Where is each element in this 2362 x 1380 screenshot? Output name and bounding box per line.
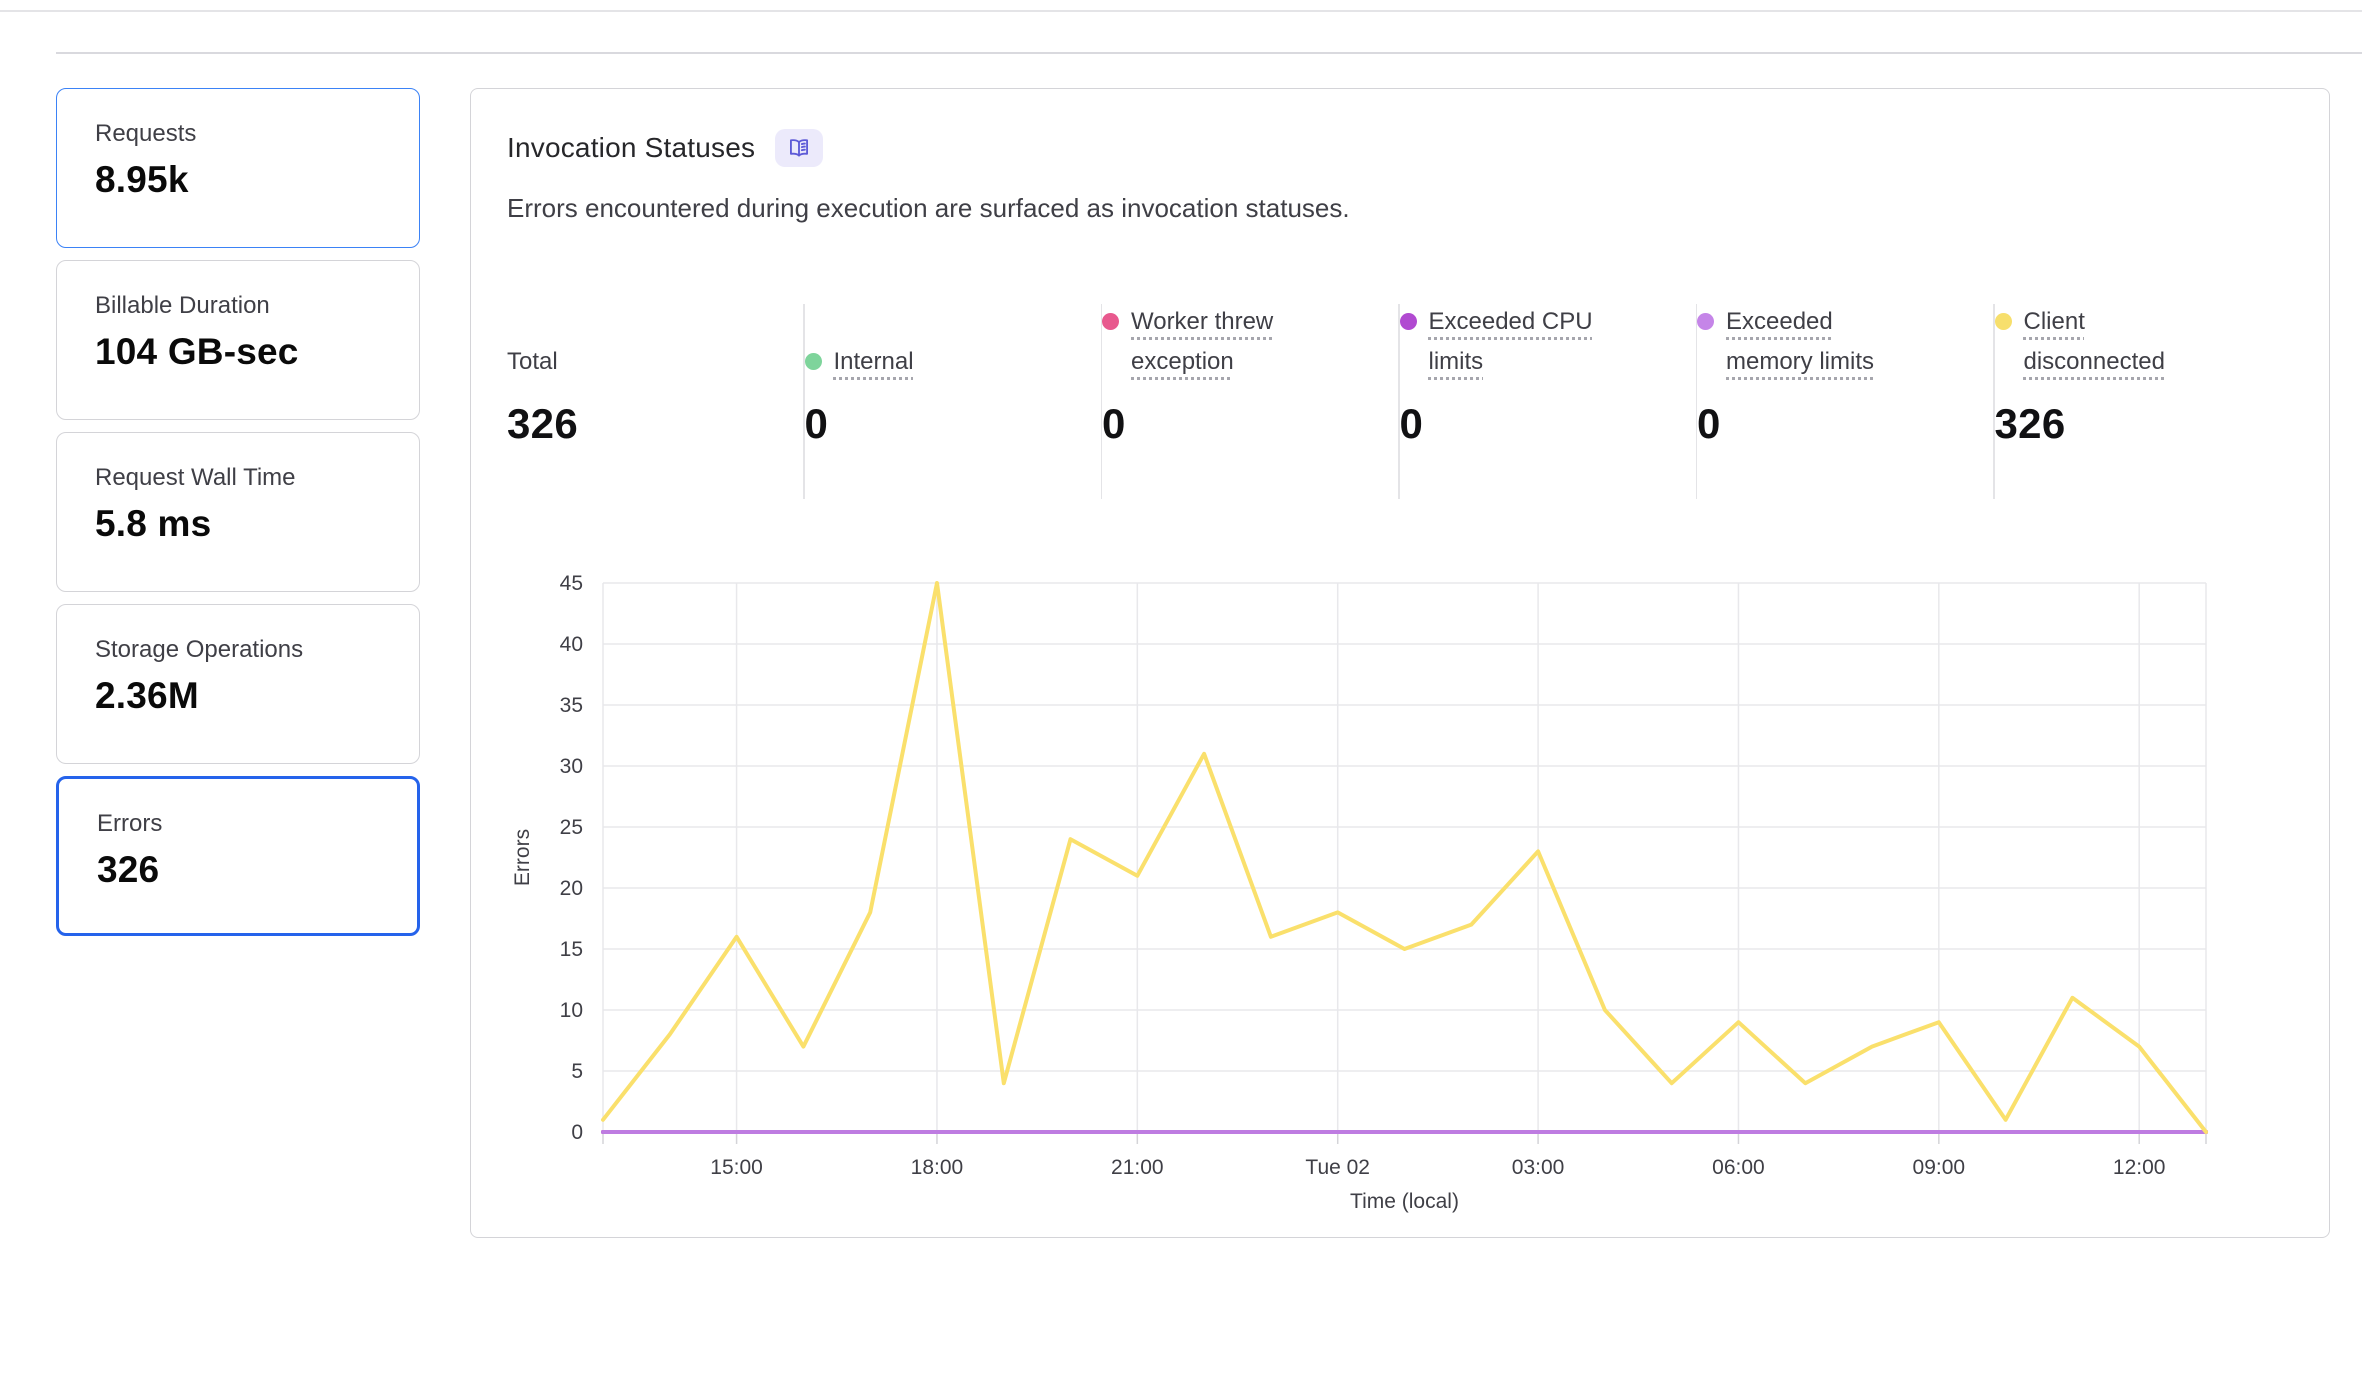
y-tick-label: 35 [560, 694, 583, 717]
y-tick-label: 0 [571, 1121, 583, 1144]
open-book-icon [787, 136, 811, 160]
x-tick-label: 03:00 [1512, 1156, 1565, 1179]
stat-value: 326 [1994, 400, 2066, 447]
metric-card-label: Billable Duration [95, 292, 270, 319]
stat-value: 0 [1102, 400, 1126, 447]
y-tick-label: 15 [560, 938, 583, 961]
stat-exceeded-cpu-limits: Exceeded CPU limits 0 [1399, 294, 1696, 499]
x-tick-label: 15:00 [710, 1156, 763, 1179]
stat-divider [1100, 304, 1102, 499]
panel-subtitle: Errors encountered during execution are … [507, 193, 1350, 223]
y-tick-label: 40 [560, 633, 583, 656]
y-tick-label: 10 [560, 999, 583, 1022]
stat-divider [1993, 304, 1995, 499]
metric-card-value: 8.95k [95, 159, 189, 200]
metric-card-value: 2.36M [95, 675, 199, 716]
x-tick-label: 18:00 [911, 1156, 964, 1179]
y-tick-label: 20 [560, 877, 583, 900]
metric-cards: Requests 8.95k Billable Duration 104 GB-sec… [56, 88, 420, 948]
metric-card-value: 326 [97, 849, 160, 890]
series-line-client-disconnected [601, 581, 2208, 1134]
x-tick-label: 12:00 [2113, 1156, 2166, 1179]
x-axis-title: Time (local) [1350, 1190, 1459, 1213]
x-tick-label: Tue 02 [1305, 1156, 1370, 1179]
stat-value: 0 [804, 400, 829, 447]
metric-card-value: 104 GB-sec [95, 331, 299, 372]
series-color-dot [1102, 313, 1119, 330]
metric-card-value: 5.8 ms [95, 503, 212, 544]
top-divider [0, 10, 2362, 12]
metric-card-requests[interactable]: Requests 8.95k [56, 88, 420, 248]
stat-worker-threw-exception: Worker threw exception 0 [1102, 294, 1398, 499]
panel-header: Invocation Statuses [507, 129, 824, 167]
stat-total: Total 326 [507, 294, 803, 499]
metric-card-label: Request Wall Time [95, 464, 296, 491]
stat-client-disconnected: Client disconnected 326 [1994, 294, 2291, 499]
series-color-dot [1399, 313, 1417, 330]
metric-card-request-wall-time[interactable]: Request Wall Time 5.8 ms [56, 432, 420, 592]
stat-value: 0 [1399, 400, 1424, 447]
y-tick-label: 45 [560, 572, 583, 595]
metric-card-label: Errors [97, 810, 163, 837]
stat-label[interactable]: Internal [833, 348, 914, 375]
x-tick-label: 09:00 [1913, 1156, 1966, 1179]
y-tick-label: 25 [560, 816, 583, 839]
y-tick-label: 30 [560, 755, 583, 778]
stat-label[interactable]: Exceeded CPU limits [1428, 308, 1593, 375]
stat-label: Total [507, 348, 558, 375]
x-tick-label: 21:00 [1111, 1156, 1164, 1179]
metric-card-billable-duration[interactable]: Billable Duration 104 GB-sec [56, 260, 420, 420]
metric-card-label: Requests [95, 120, 197, 147]
metric-card-errors[interactable]: Errors 326 [56, 776, 420, 936]
metric-card-label: Storage Operations [95, 636, 304, 663]
series-color-dot [1994, 313, 2012, 330]
panel-title: Invocation Statuses [507, 132, 756, 163]
stat-value: 0 [1697, 400, 1721, 447]
x-tick-label: 06:00 [1712, 1156, 1765, 1179]
toolbar-bottom-divider [56, 52, 2362, 54]
stats-row: Total 326 Internal 0 Worker threw exception 0… [507, 294, 2291, 499]
invocation-statuses-panel: Invocation Statuses Errors encountered d… [470, 88, 2330, 1238]
stat-label[interactable]: Client disconnected [2023, 308, 2165, 375]
series-color-dot [804, 353, 822, 370]
series-color-dot [1697, 313, 1714, 330]
y-tick-label: 5 [571, 1060, 583, 1083]
docs-button[interactable] [775, 129, 824, 167]
y-axis-title: Errors [511, 829, 534, 886]
stat-exceeded-memory-limits: Exceeded memory limits 0 [1697, 294, 1993, 499]
stat-label[interactable]: Exceeded memory limits [1726, 308, 1874, 375]
stat-label[interactable]: Worker threw exception [1131, 308, 1274, 375]
stat-divider [1398, 304, 1400, 499]
metric-card-storage-operations[interactable]: Storage Operations 2.36M [56, 604, 420, 764]
errors-line-chart: 0 5 10 15 20 25 30 35 40 45 15:00 18:00 21:00 Tue 02 0… [511, 572, 2208, 1213]
stat-value: 326 [507, 400, 578, 447]
stat-internal: Internal 0 [804, 294, 1101, 499]
stat-divider [1695, 304, 1697, 499]
stat-divider [803, 304, 805, 499]
